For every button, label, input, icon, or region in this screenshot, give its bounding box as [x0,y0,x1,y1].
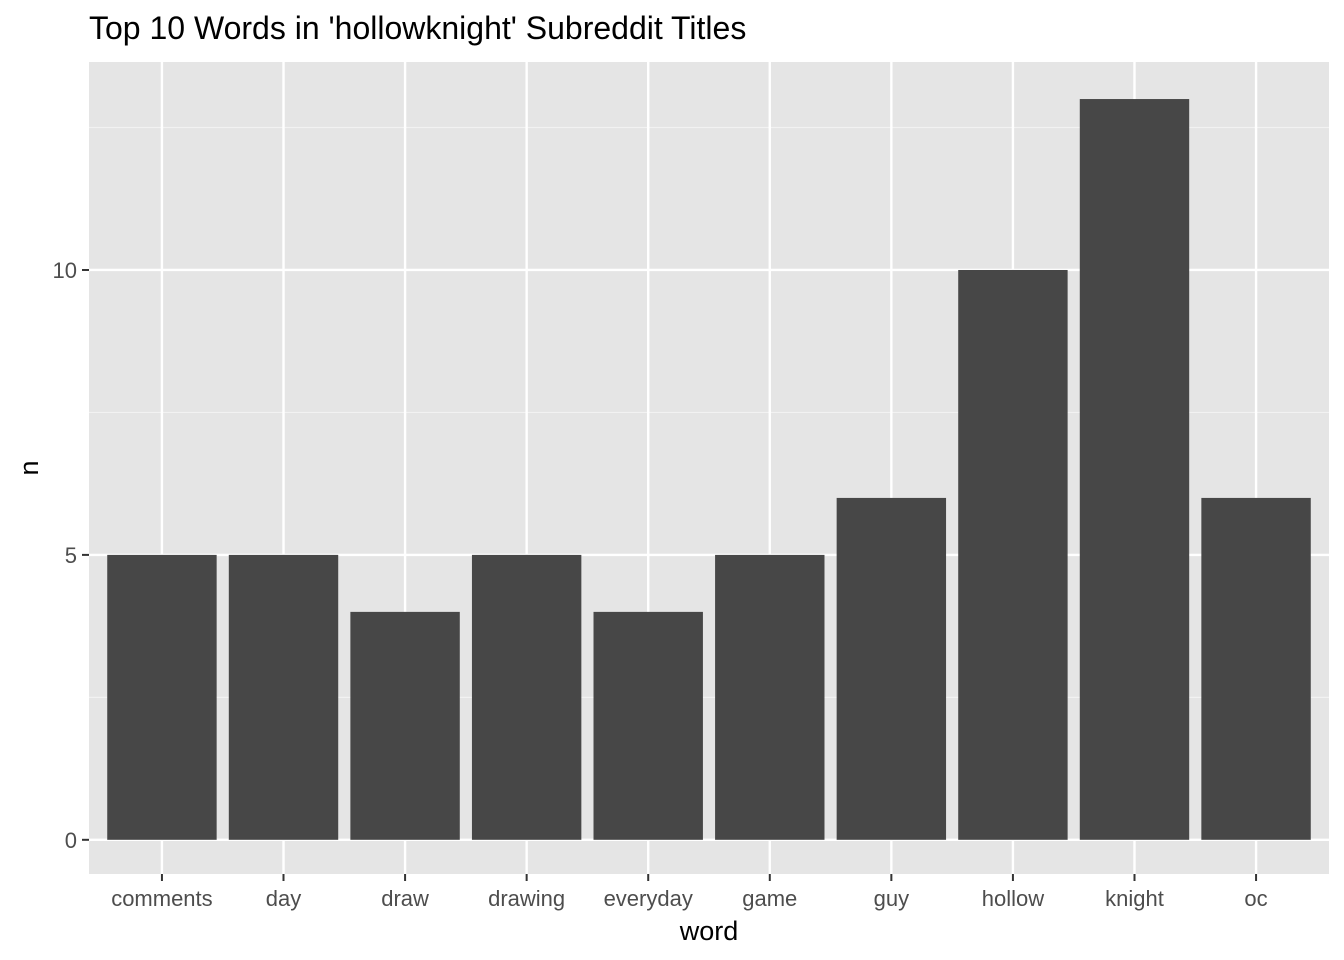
x-axis: comments day draw drawing everyday game guy hol… [111,874,1268,911]
y-axis-title: n [14,460,44,475]
x-tick-label: knight [1105,886,1164,911]
x-tick-label: draw [381,886,429,911]
bar-oc [1201,497,1311,840]
bar-everyday [593,611,703,840]
x-tick-label: game [742,886,797,911]
y-tick-label: 0 [65,828,77,853]
x-tick-label: oc [1244,886,1267,911]
y-tick-label: 10 [53,258,77,283]
bar-knight [1079,99,1190,840]
bar-drawing [471,554,582,840]
bar-hollow [958,269,1068,840]
bar-day [228,554,339,840]
bar-draw [350,611,460,840]
x-tick-label: drawing [488,886,565,911]
bar-comments [107,554,217,840]
y-tick-label: 5 [65,543,77,568]
x-axis-title: word [679,916,739,946]
x-tick-label: hollow [982,886,1044,911]
x-tick-label: comments [111,886,212,911]
bar-guy [836,497,947,840]
bars [107,99,1311,840]
x-tick-label: day [266,886,301,911]
bar-game [715,554,825,840]
y-axis: 0 5 10 [53,258,89,853]
x-tick-label: everyday [604,886,693,911]
chart-title: Top 10 Words in 'hollowknight' Subreddit… [89,10,747,46]
x-tick-label: guy [874,886,909,911]
